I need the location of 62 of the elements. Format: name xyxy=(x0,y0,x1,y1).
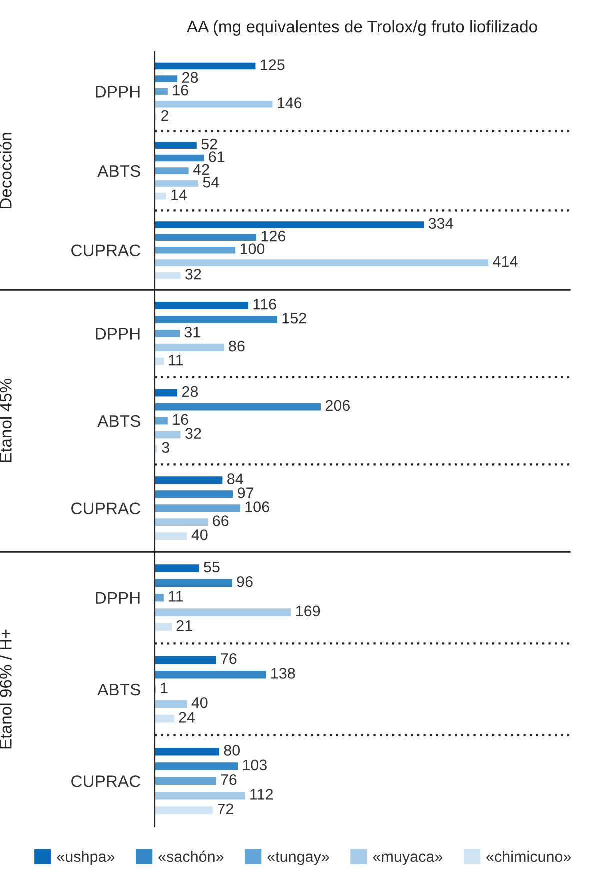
data-label: 146 xyxy=(278,98,302,108)
data-label: 86 xyxy=(229,340,245,352)
data-label: 21 xyxy=(176,620,192,632)
data-label: 14 xyxy=(172,190,187,200)
data-label: 84 xyxy=(228,474,244,484)
data-label: 11 xyxy=(169,591,184,602)
data-label: 206 xyxy=(326,400,350,412)
data-label: 414 xyxy=(493,256,518,267)
data-label: 16 xyxy=(173,414,188,426)
y-tick-label: DPPH xyxy=(96,592,140,604)
chart-title: AA (mg equivalentes de Trolox/g fruto liofilizado xyxy=(186,20,538,36)
data-label: 42 xyxy=(193,164,210,175)
data-label: 126 xyxy=(262,230,286,242)
data-label: 80 xyxy=(224,745,240,756)
data-label: 3 xyxy=(162,442,170,454)
legend-label: «muyaca» xyxy=(373,854,443,866)
data-label: 97 xyxy=(238,488,254,498)
legend-label: «sachón» xyxy=(158,850,224,862)
data-label: 16 xyxy=(173,84,188,96)
data-label: 24 xyxy=(179,712,196,723)
legend-label: «chimicuno» xyxy=(486,850,572,862)
y-tick-label: CUPRAC xyxy=(72,776,140,788)
data-label: 28 xyxy=(182,386,198,398)
data-label: 61 xyxy=(209,152,225,162)
data-label: 112 xyxy=(250,789,274,800)
data-label: 28 xyxy=(182,72,198,84)
data-label: 96 xyxy=(237,576,253,588)
data-label: 76 xyxy=(221,653,237,664)
data-label: 125 xyxy=(261,60,285,70)
data-label: 32 xyxy=(186,269,202,280)
data-label: 1 xyxy=(161,682,168,694)
data-label: 31 xyxy=(184,326,200,338)
data-label: 2 xyxy=(162,110,169,122)
y-tick-label: DPPH xyxy=(96,86,140,98)
data-label: 11 xyxy=(169,355,184,366)
data-label: 103 xyxy=(243,760,267,771)
data-label: 66 xyxy=(213,516,229,526)
data-label: 138 xyxy=(272,668,296,679)
data-label: 32 xyxy=(186,428,202,440)
y-axis-title: Etanol 45% xyxy=(0,378,12,462)
data-label: 52 xyxy=(202,138,218,150)
y-axis-title: Etanol 96% / H+ xyxy=(0,630,12,749)
legend-label: «tungay» xyxy=(268,852,330,866)
data-label: 76 xyxy=(221,774,237,786)
y-tick-label: DPPH xyxy=(96,328,140,340)
data-label: 152 xyxy=(282,312,306,324)
data-label: 55 xyxy=(204,562,220,573)
y-tick-label: ABTS xyxy=(98,415,140,428)
data-label: 40 xyxy=(192,530,208,540)
data-label: 54 xyxy=(203,177,220,188)
y-tick-label: ABTS xyxy=(98,165,140,178)
legend-label: «ushpa» xyxy=(57,850,115,866)
y-tick-label: ABTS xyxy=(98,684,140,696)
data-label: 72 xyxy=(218,804,234,814)
y-tick-label: CUPRAC xyxy=(72,244,140,257)
data-label: 334 xyxy=(428,218,454,230)
data-label: 106 xyxy=(246,502,270,512)
data-label: 116 xyxy=(254,299,276,310)
y-tick-label: CUPRAC xyxy=(72,502,140,515)
data-label: 40 xyxy=(192,697,208,708)
data-label: 100 xyxy=(240,244,265,254)
data-label: 169 xyxy=(296,606,320,617)
